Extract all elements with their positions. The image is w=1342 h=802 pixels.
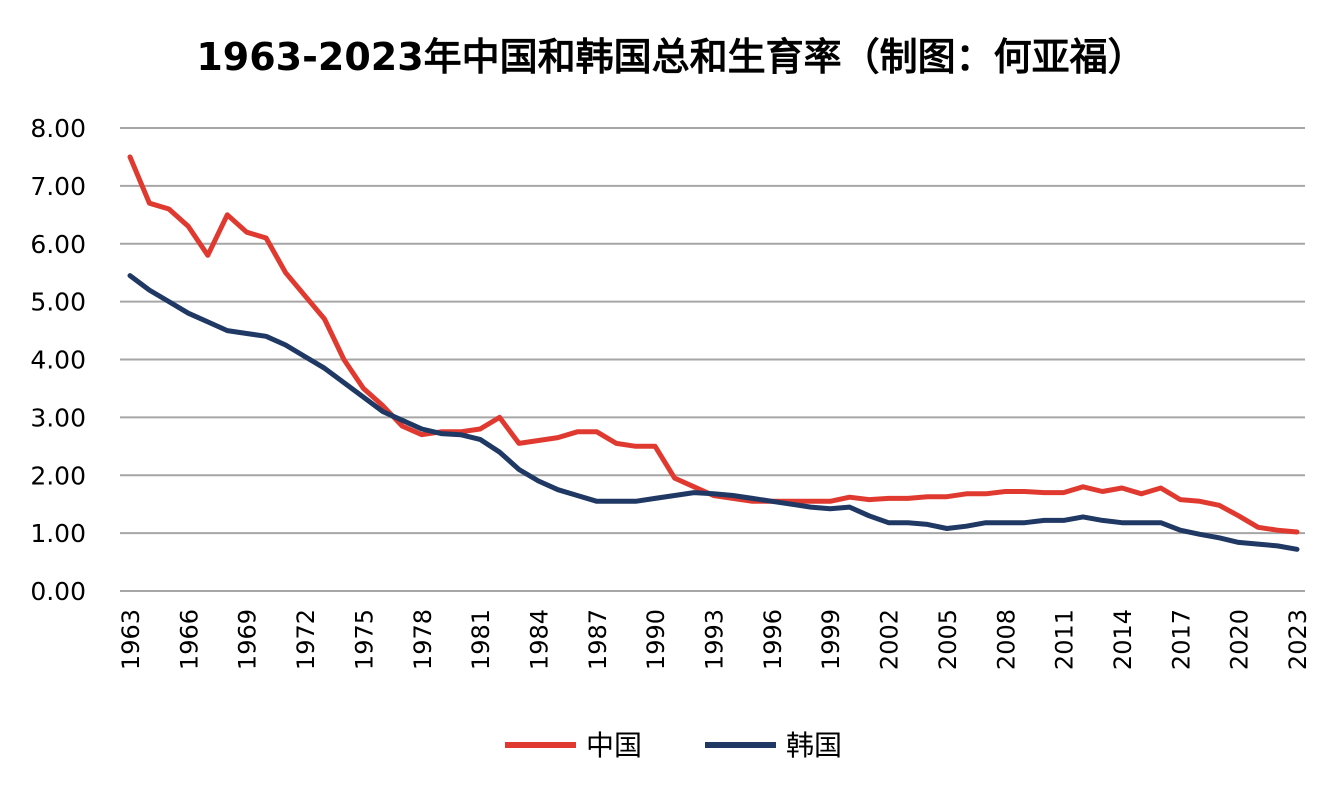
y-tick-label: 6.00 bbox=[30, 230, 86, 259]
x-tick-label: 1996 bbox=[759, 609, 787, 670]
y-tick-label: 5.00 bbox=[30, 288, 86, 317]
x-tick-label: 1969 bbox=[234, 609, 262, 670]
y-axis-ticks: 0.00 1.00 2.00 3.00 4.00 5.00 6.00 7.00 8.00 bbox=[30, 114, 86, 606]
y-tick-label: 8.00 bbox=[30, 114, 86, 143]
x-tick-label: 1993 bbox=[701, 609, 729, 670]
x-tick-label: 2020 bbox=[1226, 609, 1254, 670]
x-tick-label: 1972 bbox=[292, 609, 320, 670]
y-tick-label: 4.00 bbox=[30, 346, 86, 375]
x-tick-label: 2014 bbox=[1109, 609, 1137, 670]
gridlines bbox=[120, 127, 1305, 592]
x-axis-ticks: 1963 1966 1969 1972 1975 1978 1981 1984 1987 1990… bbox=[117, 609, 1312, 670]
series-lines bbox=[127, 154, 1300, 552]
x-tick-label: 1984 bbox=[525, 609, 553, 670]
x-tick-label: 2017 bbox=[1167, 609, 1195, 670]
x-tick-label: 1981 bbox=[467, 609, 495, 670]
legend-label: 中国 bbox=[586, 729, 642, 762]
y-tick-label: 2.00 bbox=[30, 461, 86, 490]
x-tick-label: 2011 bbox=[1051, 609, 1079, 670]
x-tick-label: 1999 bbox=[817, 609, 845, 670]
series-line-korea bbox=[127, 273, 1300, 552]
x-tick-label: 1963 bbox=[117, 609, 145, 670]
x-tick-label: 2005 bbox=[934, 609, 962, 670]
x-tick-label: 1966 bbox=[175, 609, 203, 670]
legend-label: 韩国 bbox=[786, 729, 842, 762]
y-tick-label: 1.00 bbox=[30, 519, 86, 548]
y-tick-label: 7.00 bbox=[30, 172, 86, 201]
x-tick-label: 2023 bbox=[1284, 609, 1312, 670]
y-tick-label: 3.00 bbox=[30, 403, 86, 432]
chart-title: 1963-2023年中国和韩国总和生育率（制图：何亚福） bbox=[196, 35, 1146, 79]
x-tick-label: 1975 bbox=[350, 609, 378, 670]
x-tick-label: 2002 bbox=[876, 609, 904, 670]
y-tick-label: 0.00 bbox=[30, 577, 86, 606]
x-tick-label: 1978 bbox=[409, 609, 437, 670]
x-tick-label: 1990 bbox=[642, 609, 670, 670]
x-tick-label: 2008 bbox=[992, 609, 1020, 670]
legend: 中国 韩国 bbox=[505, 729, 842, 762]
x-tick-label: 1987 bbox=[584, 609, 612, 670]
